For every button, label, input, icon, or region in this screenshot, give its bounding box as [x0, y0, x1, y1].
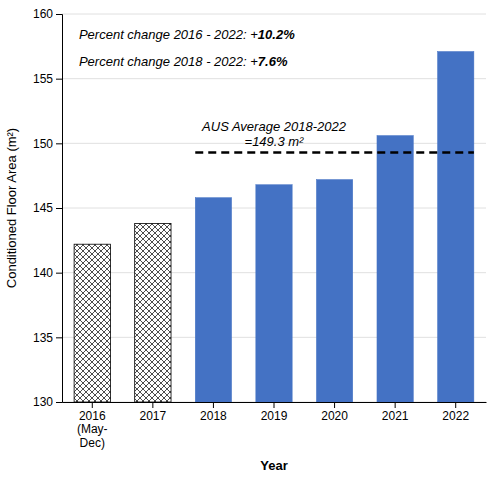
- x-tick: 2016(May-Dec): [77, 402, 108, 450]
- x-tick-label-line: 2017: [140, 409, 167, 423]
- bar: [135, 224, 171, 402]
- y-tick-mark: [56, 402, 62, 403]
- y-tick: 140: [33, 266, 62, 280]
- y-tick-mark: [56, 143, 62, 144]
- bar: [195, 198, 231, 402]
- annotation-number: 10.2%: [258, 27, 295, 42]
- y-tick-label: 150: [33, 137, 53, 151]
- x-tick-label-line: (May-: [77, 422, 108, 436]
- y-tick: 135: [33, 331, 62, 345]
- bar: [438, 52, 474, 402]
- x-tick-mark: [274, 402, 275, 408]
- x-tick-mark: [213, 402, 214, 408]
- x-tick-mark: [395, 402, 396, 408]
- bar: [74, 244, 110, 402]
- x-tick-label: 2022: [442, 409, 469, 423]
- x-tick-mark: [334, 402, 335, 408]
- average-label-line: AUS Average 2018-2022: [201, 119, 347, 134]
- x-tick: 2020: [321, 402, 348, 423]
- grid: [62, 14, 486, 402]
- y-tick: 130: [33, 395, 62, 409]
- x-tick-mark: [152, 402, 153, 408]
- x-tick-label-line: 2019: [261, 409, 288, 423]
- y-axis: 130 135 140 145 150 155 160: [33, 7, 63, 409]
- y-tick: 150: [33, 137, 62, 151]
- x-axis: 2016(May-Dec) 2017 2018 2019 2020 2021 2022: [63, 402, 487, 450]
- annotation-text: Percent change 2018 - 2022: +: [79, 54, 258, 69]
- average-label-line: =149.3 m²: [245, 134, 305, 149]
- y-tick-mark: [56, 79, 62, 80]
- y-axis-line: [56, 15, 63, 403]
- y-tick-mark: [56, 208, 62, 209]
- x-tick-label: 2017: [140, 409, 167, 423]
- y-tick-label: 140: [33, 266, 53, 280]
- x-tick: 2022: [442, 402, 469, 423]
- x-tick: 2021: [382, 402, 409, 423]
- annotation-number: 7.6%: [258, 54, 288, 69]
- chart-svg: 1301351401451501551602016(May-Dec)201720…: [0, 0, 500, 482]
- x-tick: 2017: [140, 402, 167, 423]
- x-axis-title: Year: [260, 458, 287, 473]
- y-tick-mark: [56, 337, 62, 338]
- y-axis-title: Conditioned Floor Area (m²): [4, 128, 19, 288]
- x-tick-label-line: 2022: [442, 409, 469, 423]
- annotation: Percent change 2016 - 2022: +10.2%: [79, 27, 295, 42]
- y-tick: 160: [33, 7, 62, 21]
- y-tick-label: 155: [33, 72, 53, 86]
- y-tick-mark: [56, 14, 62, 15]
- x-tick-label: 2021: [382, 409, 409, 423]
- x-tick: 2018: [200, 402, 227, 423]
- x-tick-label: 2020: [321, 409, 348, 423]
- y-tick-mark: [56, 273, 62, 274]
- x-tick-label-line: 2016: [79, 409, 106, 423]
- x-tick: 2019: [261, 402, 288, 423]
- x-tick-label: 2019: [261, 409, 288, 423]
- bar: [316, 180, 352, 402]
- x-tick-label-line: Dec): [80, 436, 105, 450]
- x-tick-label-line: 2021: [382, 409, 409, 423]
- bar: [377, 136, 413, 402]
- bar: [256, 185, 292, 402]
- grid-line: [62, 14, 486, 15]
- x-tick-label: 2018: [200, 409, 227, 423]
- chart-container: 1301351401451501551602016(May-Dec)201720…: [0, 0, 500, 482]
- x-tick-mark: [92, 402, 93, 408]
- y-tick-label: 130: [33, 395, 53, 409]
- annotations: Percent change 2016 - 2022: +10.2%Percen…: [79, 27, 295, 69]
- y-tick-label: 145: [33, 201, 53, 215]
- bars: [74, 52, 474, 402]
- x-tick-label-line: 2020: [321, 409, 348, 423]
- annotation-text: Percent change 2016 - 2022: +: [79, 27, 258, 42]
- x-tick-label: 2016(May-Dec): [77, 409, 108, 451]
- average-line: [195, 151, 474, 154]
- y-tick-label: 135: [33, 331, 53, 345]
- x-tick-label-line: 2018: [200, 409, 227, 423]
- plot: 1301351401451501551602016(May-Dec)201720…: [33, 7, 487, 450]
- y-tick: 155: [33, 72, 62, 86]
- x-tick-mark: [455, 402, 456, 408]
- y-tick: 145: [33, 201, 62, 215]
- average-label: AUS Average 2018-2022=149.3 m²: [201, 119, 347, 149]
- annotation: Percent change 2018 - 2022: +7.6%: [79, 54, 288, 69]
- grid-line: [62, 78, 486, 79]
- y-tick-label: 160: [33, 7, 53, 21]
